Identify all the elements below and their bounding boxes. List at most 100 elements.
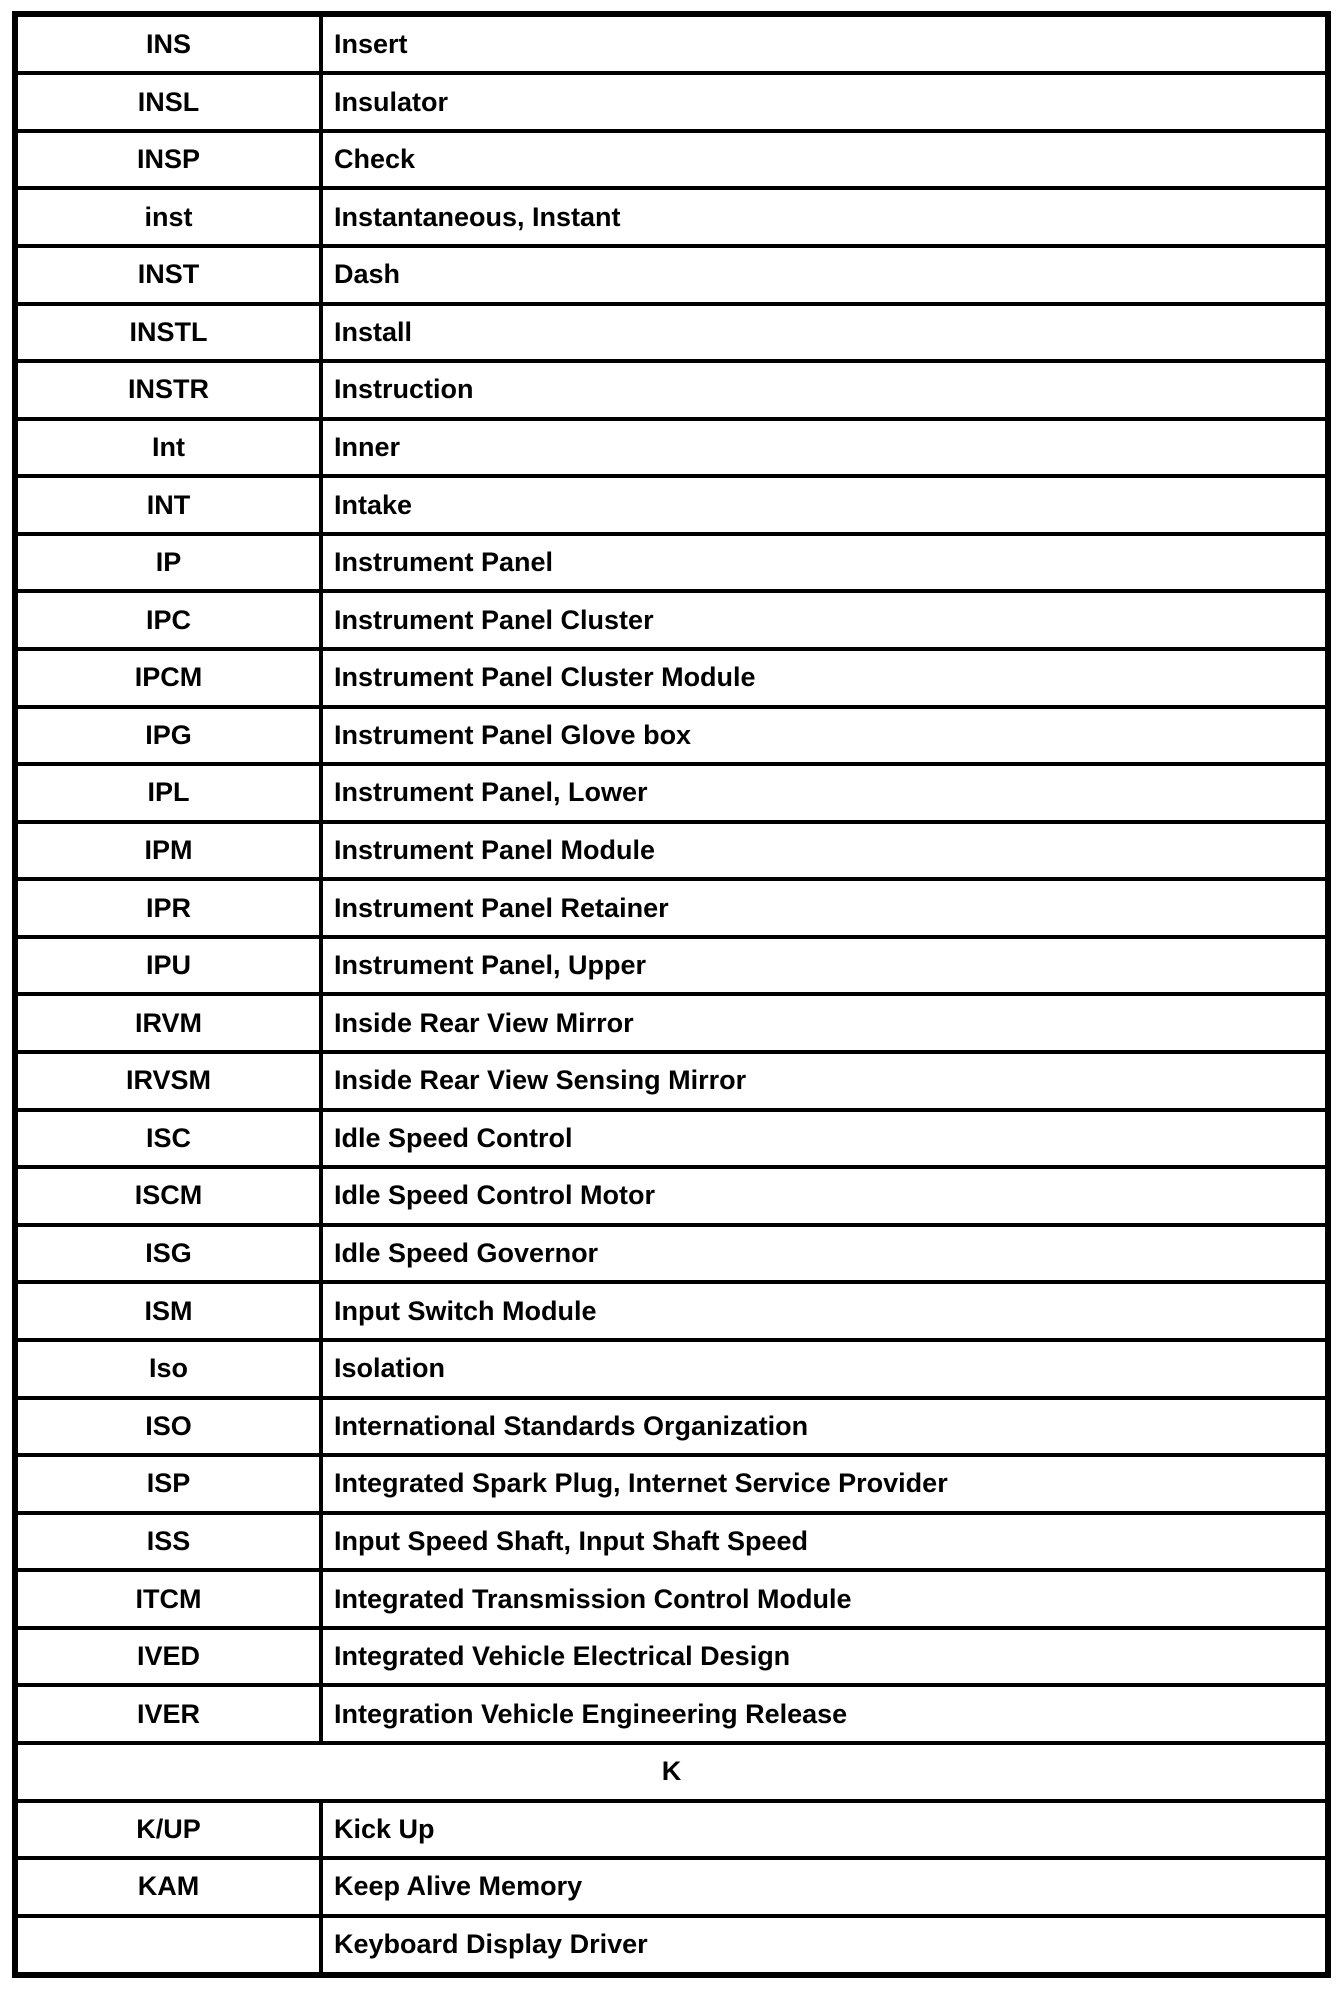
- abbreviation-cell: INSL: [13, 71, 323, 133]
- meaning-cell: Instrument Panel Module: [319, 819, 1330, 882]
- table-row: INSTL Install: [13, 301, 1330, 364]
- abbreviation-cell: IPR: [13, 877, 323, 939]
- abbreviation-cell: KAM: [13, 1856, 323, 1918]
- table-row: IPL Instrument Panel, Lower: [13, 762, 1330, 824]
- table-row: ISG Idle Speed Governor: [13, 1222, 1330, 1285]
- abbreviation-cell: Int: [13, 416, 323, 479]
- meaning-cell: Integrated Transmission Control Module: [319, 1568, 1330, 1630]
- abbreviation-cell: ISO: [13, 1395, 323, 1458]
- abbreviation-table: INS Insert INSL Insulator INSP Check ins…: [12, 11, 1331, 1978]
- table-row: ISS Input Speed Shaft, Input Shaft Speed: [13, 1510, 1330, 1573]
- abbreviation-cell: IPCM: [13, 647, 323, 709]
- abbreviation-table-body: INS Insert INSL Insulator INSP Check ins…: [13, 11, 1330, 1978]
- abbreviation-cell: INSTR: [13, 359, 323, 421]
- abbreviation-cell: ITCM: [13, 1568, 323, 1630]
- meaning-cell: Integrated Spark Plug, Internet Service …: [319, 1453, 1330, 1515]
- meaning-cell: Inside Rear View Mirror: [319, 992, 1330, 1055]
- meaning-cell: Input Switch Module: [319, 1280, 1330, 1342]
- meaning-cell: Idle Speed Control: [319, 1107, 1330, 1170]
- table-row: Iso Isolation: [13, 1337, 1330, 1400]
- meaning-cell: Integrated Vehicle Electrical Design: [319, 1625, 1330, 1688]
- abbreviation-cell: IPG: [13, 704, 323, 767]
- meaning-cell: Input Speed Shaft, Input Shaft Speed: [319, 1510, 1330, 1573]
- table-row: IP Instrument Panel: [13, 531, 1330, 594]
- table-row: IPCM Instrument Panel Cluster Module: [13, 647, 1330, 709]
- meaning-cell: International Standards Organization: [319, 1395, 1330, 1458]
- table-row: Keyboard Display Driver: [13, 1913, 1330, 1978]
- abbreviation-cell: inst: [13, 186, 323, 248]
- meaning-cell: Intake: [319, 474, 1330, 536]
- abbreviation-cell: INST: [13, 243, 323, 306]
- abbreviation-cell: ISG: [13, 1222, 323, 1285]
- meaning-cell: Insulator: [319, 71, 1330, 133]
- meaning-cell: Instrument Panel Cluster: [319, 589, 1330, 651]
- meaning-cell: Dash: [319, 243, 1330, 306]
- table-row: IPM Instrument Panel Module: [13, 819, 1330, 882]
- meaning-cell: Instrument Panel, Lower: [319, 762, 1330, 824]
- abbreviation-cell: ISS: [13, 1510, 323, 1573]
- meaning-cell: Install: [319, 301, 1330, 364]
- abbreviation-cell: INS: [13, 11, 323, 76]
- abbreviation-cell: INT: [13, 474, 323, 536]
- table-row: IPR Instrument Panel Retainer: [13, 877, 1330, 939]
- abbreviation-cell: IPC: [13, 589, 323, 651]
- meaning-cell: Kick Up: [319, 1798, 1330, 1861]
- abbreviation-cell: ISP: [13, 1453, 323, 1515]
- abbreviation-cell: IVED: [13, 1625, 323, 1688]
- abbreviation-cell: IRVSM: [13, 1050, 323, 1112]
- table-row: ISCM Idle Speed Control Motor: [13, 1165, 1330, 1227]
- table-row: KAM Keep Alive Memory: [13, 1856, 1330, 1918]
- table-row: INS Insert: [13, 11, 1330, 76]
- table-row: IPU Instrument Panel, Upper: [13, 934, 1330, 997]
- abbreviation-cell: Iso: [13, 1337, 323, 1400]
- abbreviation-cell: IPL: [13, 762, 323, 824]
- table-row: IPG Instrument Panel Glove box: [13, 704, 1330, 767]
- meaning-cell: Insert: [319, 11, 1330, 76]
- table-row: INSP Check: [13, 128, 1330, 191]
- meaning-cell: Instrument Panel, Upper: [319, 934, 1330, 997]
- abbreviation-cell: ISCM: [13, 1165, 323, 1227]
- table-row: INT Intake: [13, 474, 1330, 536]
- abbreviation-cell: IPM: [13, 819, 323, 882]
- table-row: ITCM Integrated Transmission Control Mod…: [13, 1568, 1330, 1630]
- table-row: ISC Idle Speed Control: [13, 1107, 1330, 1170]
- meaning-cell: Instrument Panel Glove box: [319, 704, 1330, 767]
- table-row: IVER Integration Vehicle Engineering Rel…: [13, 1683, 1330, 1745]
- table-row: IPC Instrument Panel Cluster: [13, 589, 1330, 651]
- meaning-cell: Keyboard Display Driver: [319, 1913, 1330, 1978]
- table-row: inst Instantaneous, Instant: [13, 186, 1330, 248]
- meaning-cell: Keep Alive Memory: [319, 1856, 1330, 1918]
- table-row: INSTR Instruction: [13, 359, 1330, 421]
- table-row: INST Dash: [13, 243, 1330, 306]
- meaning-cell: Inside Rear View Sensing Mirror: [319, 1050, 1330, 1112]
- abbreviation-cell: K/UP: [13, 1798, 323, 1861]
- abbreviation-cell: ISM: [13, 1280, 323, 1342]
- abbreviation-cell: IRVM: [13, 992, 323, 1055]
- table-row: IRVM Inside Rear View Mirror: [13, 992, 1330, 1055]
- meaning-cell: Isolation: [319, 1337, 1330, 1400]
- meaning-cell: Instrument Panel Retainer: [319, 877, 1330, 939]
- abbreviation-cell: INSP: [13, 128, 323, 191]
- meaning-cell: Integration Vehicle Engineering Release: [319, 1683, 1330, 1745]
- meaning-cell: Inner: [319, 416, 1330, 479]
- section-header-row: K: [13, 1740, 1330, 1803]
- abbreviation-cell: IPU: [13, 934, 323, 997]
- meaning-cell: Idle Speed Control Motor: [319, 1165, 1330, 1227]
- table-row: ISO International Standards Organization: [13, 1395, 1330, 1458]
- table-row: K/UP Kick Up: [13, 1798, 1330, 1861]
- meaning-cell: Idle Speed Governor: [319, 1222, 1330, 1285]
- meaning-cell: Instruction: [319, 359, 1330, 421]
- abbreviation-cell: INSTL: [13, 301, 323, 364]
- meaning-cell: Instrument Panel: [319, 531, 1330, 594]
- table-row: IVED Integrated Vehicle Electrical Desig…: [13, 1625, 1330, 1688]
- section-header-label: K: [13, 1740, 1330, 1803]
- meaning-cell: Check: [319, 128, 1330, 191]
- table-row: INSL Insulator: [13, 71, 1330, 133]
- meaning-cell: Instrument Panel Cluster Module: [319, 647, 1330, 709]
- table-row: ISM Input Switch Module: [13, 1280, 1330, 1342]
- table-row: Int Inner: [13, 416, 1330, 479]
- abbreviation-cell: IVER: [13, 1683, 323, 1745]
- abbreviation-cell: ISC: [13, 1107, 323, 1170]
- abbreviation-cell: IP: [13, 531, 323, 594]
